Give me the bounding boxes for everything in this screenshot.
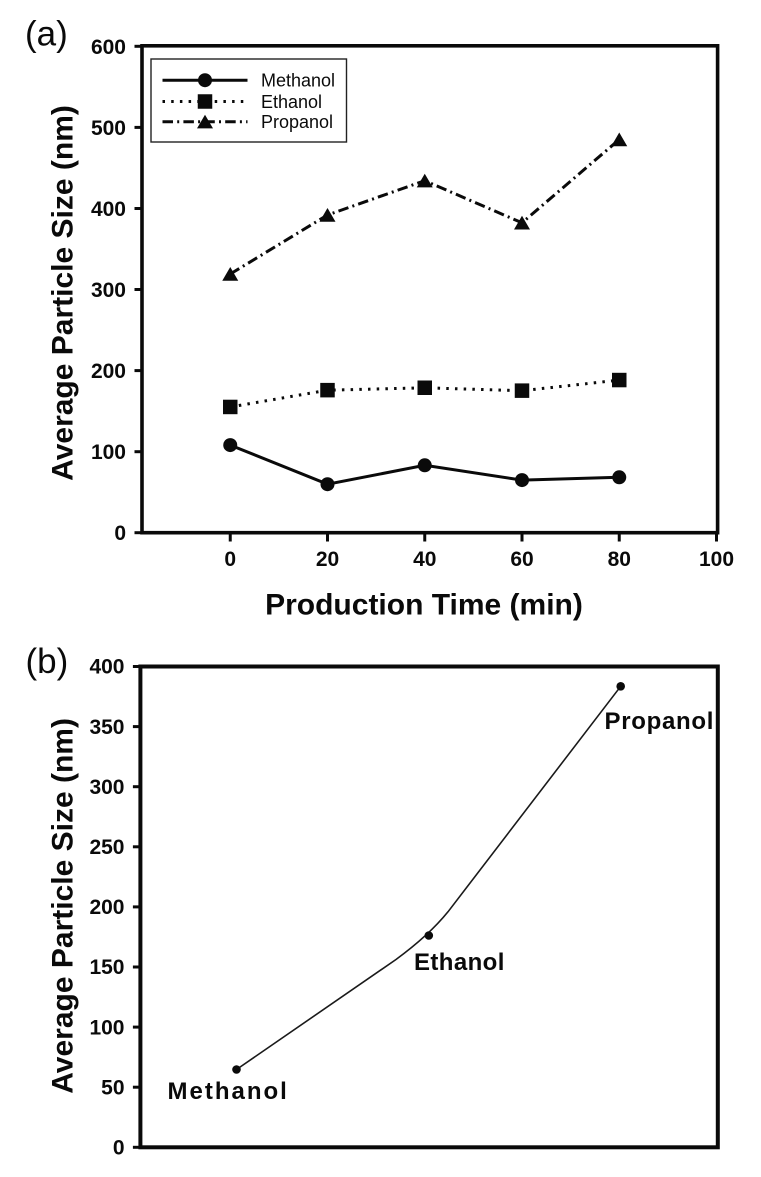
svg-text:600: 600 [91,36,126,59]
svg-text:Methanol: Methanol [261,71,335,91]
svg-text:500: 500 [91,117,126,140]
svg-text:100: 100 [91,441,126,464]
svg-text:Ethanol: Ethanol [414,949,505,976]
svg-text:Ethanol: Ethanol [261,92,322,112]
svg-text:350: 350 [89,716,124,739]
svg-text:300: 300 [89,776,124,799]
svg-text:Average Particle Size (nm): Average Particle Size (nm) [46,105,79,481]
svg-text:0: 0 [114,522,126,545]
svg-text:100: 100 [89,1016,124,1039]
svg-text:300: 300 [91,279,126,302]
svg-text:200: 200 [89,896,124,919]
svg-text:400: 400 [89,656,124,679]
svg-text:Average Particle Size (nm): Average Particle Size (nm) [46,718,79,1094]
svg-text:400: 400 [91,198,126,221]
svg-text:Production Time (min): Production Time (min) [265,589,583,622]
svg-text:(b): (b) [26,642,69,681]
svg-text:50: 50 [101,1076,124,1099]
svg-text:150: 150 [89,956,124,979]
svg-text:200: 200 [91,360,126,383]
svg-text:0: 0 [113,1137,125,1160]
svg-text:100: 100 [699,548,734,571]
svg-text:Methanol: Methanol [168,1078,289,1105]
svg-text:Propanol: Propanol [605,708,715,735]
svg-text:0: 0 [224,548,236,571]
svg-text:80: 80 [608,548,631,571]
svg-text:40: 40 [413,548,436,571]
svg-text:250: 250 [89,836,124,859]
svg-text:Propanol: Propanol [261,112,333,132]
svg-text:(a): (a) [25,15,68,54]
svg-text:20: 20 [316,548,339,571]
svg-text:60: 60 [510,548,533,571]
